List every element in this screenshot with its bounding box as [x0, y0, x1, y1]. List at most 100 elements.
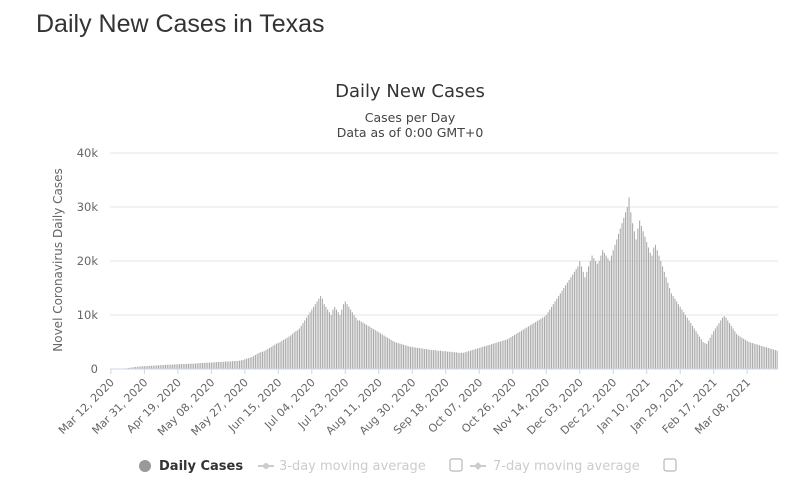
bar	[556, 298, 558, 369]
bar	[552, 304, 554, 369]
bar	[253, 356, 255, 369]
bar	[172, 364, 174, 369]
bar	[665, 277, 667, 369]
bar	[602, 250, 604, 369]
bar	[283, 339, 285, 369]
bar	[485, 345, 487, 369]
bar	[649, 252, 651, 369]
bar	[194, 363, 197, 369]
bar	[558, 296, 560, 369]
bar	[401, 344, 403, 369]
bar	[565, 285, 567, 369]
bar	[249, 357, 251, 369]
bar	[653, 247, 655, 369]
bar	[766, 347, 768, 369]
bar	[716, 325, 718, 369]
bar	[484, 346, 486, 369]
bar	[609, 261, 611, 369]
bar	[154, 365, 156, 369]
bar	[572, 274, 574, 369]
y-tick-label: 40k	[77, 146, 99, 160]
bar	[533, 323, 535, 369]
bar	[307, 315, 309, 369]
bar	[143, 366, 145, 369]
bar	[764, 346, 766, 369]
bar	[758, 345, 761, 369]
bar	[447, 351, 449, 369]
bar	[432, 350, 434, 369]
bar	[385, 336, 387, 369]
bar	[573, 271, 575, 369]
bar	[672, 296, 674, 369]
bar	[646, 242, 648, 369]
bar	[247, 358, 249, 369]
bar	[346, 304, 348, 369]
bar	[669, 288, 671, 369]
bar	[380, 333, 382, 369]
bar	[150, 365, 152, 369]
bar	[647, 247, 649, 369]
legend-3day-checkbox[interactable]	[449, 458, 463, 472]
bar	[605, 255, 607, 369]
bar	[457, 352, 459, 369]
bar	[413, 347, 415, 369]
bar	[501, 340, 503, 369]
bar	[536, 320, 538, 369]
bar	[221, 361, 223, 369]
bar	[145, 366, 147, 369]
bar	[212, 362, 214, 369]
bar	[246, 358, 248, 369]
bar	[149, 365, 151, 369]
bar	[610, 255, 612, 369]
bar	[688, 320, 690, 369]
bar	[709, 337, 711, 369]
bar	[654, 244, 657, 369]
bar	[656, 250, 658, 369]
bar	[774, 350, 776, 369]
bar	[651, 255, 653, 369]
bar	[736, 333, 738, 369]
legend-7day-checkbox[interactable]	[663, 458, 677, 472]
bar	[203, 362, 205, 369]
bar	[369, 326, 371, 369]
bar	[640, 225, 642, 369]
bar	[388, 338, 390, 369]
bar	[321, 298, 323, 369]
bar	[328, 312, 330, 369]
bar	[399, 343, 401, 369]
bar	[357, 320, 359, 369]
bar	[305, 317, 308, 369]
bar	[129, 367, 131, 369]
bar	[214, 362, 216, 369]
bar	[394, 342, 396, 369]
bar	[429, 349, 431, 369]
bar	[545, 315, 547, 369]
bar	[753, 343, 755, 369]
bar	[284, 338, 286, 369]
bar	[471, 350, 473, 369]
bar	[683, 312, 685, 369]
bar	[559, 293, 561, 369]
bar	[448, 351, 450, 369]
y-axis-label: Novel Coronavirus Daily Cases	[51, 168, 65, 351]
bar	[335, 309, 338, 369]
bar	[734, 331, 736, 369]
bar	[210, 362, 212, 369]
bar	[202, 363, 204, 369]
bar	[528, 326, 530, 369]
bar	[542, 317, 544, 369]
bar	[540, 318, 542, 369]
bar	[147, 365, 149, 369]
bar	[730, 325, 732, 369]
bar	[425, 349, 427, 369]
bar	[635, 239, 637, 369]
bar	[339, 315, 341, 369]
bar	[279, 342, 281, 369]
bar	[371, 327, 373, 369]
bar	[577, 266, 579, 369]
bar	[411, 346, 413, 369]
bar	[258, 352, 260, 369]
bar	[773, 349, 775, 369]
bar	[480, 347, 482, 369]
bar	[364, 323, 366, 369]
